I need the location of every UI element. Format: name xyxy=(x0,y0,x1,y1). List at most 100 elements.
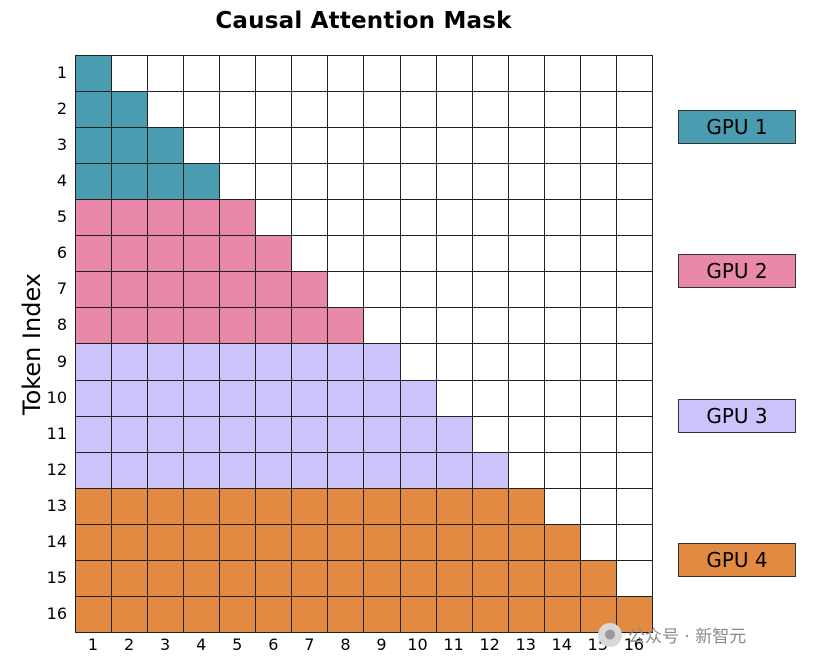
gpu-3-box: GPU 3 xyxy=(678,398,796,433)
mask-cell xyxy=(327,91,365,129)
mask-cell xyxy=(291,415,329,453)
mask-cell xyxy=(291,235,329,273)
mask-cell xyxy=(363,127,401,165)
mask-cell xyxy=(435,379,473,417)
mask-cell xyxy=(543,451,581,489)
mask-cell xyxy=(219,451,257,489)
column-label: 10 xyxy=(407,635,428,654)
mask-cell xyxy=(363,91,401,129)
mask-cell xyxy=(399,415,437,453)
mask-cell xyxy=(327,163,365,201)
mask-cell xyxy=(615,127,653,165)
mask-cell xyxy=(255,271,293,309)
mask-cell xyxy=(147,523,185,561)
mask-cell xyxy=(183,127,221,165)
watermark: ● 公众号 · 新智元 xyxy=(598,622,746,647)
mask-cell xyxy=(363,199,401,237)
mask-cell xyxy=(327,595,365,633)
mask-cell xyxy=(255,487,293,525)
row-label: 11 xyxy=(46,423,67,443)
mask-cell xyxy=(219,487,257,525)
row-label: 10 xyxy=(46,387,67,407)
mask-cell xyxy=(471,55,509,93)
mask-cell xyxy=(255,595,293,633)
mask-cell xyxy=(543,307,581,345)
mask-cell xyxy=(579,559,617,597)
mask-cell xyxy=(471,235,509,273)
mask-cell xyxy=(183,487,221,525)
mask-cell xyxy=(435,343,473,381)
mask-cell xyxy=(543,487,581,525)
mask-cell xyxy=(75,451,113,489)
mask-cell xyxy=(291,343,329,381)
mask-cell xyxy=(183,343,221,381)
mask-cell xyxy=(507,379,545,417)
mask-cell xyxy=(111,55,149,93)
mask-cell xyxy=(579,523,617,561)
column-label: 7 xyxy=(304,635,315,654)
mask-cell xyxy=(435,55,473,93)
column-label: 4 xyxy=(196,635,207,654)
mask-cell xyxy=(219,91,257,129)
mask-cell xyxy=(363,343,401,381)
mask-cell xyxy=(255,127,293,165)
mask-cell xyxy=(399,307,437,345)
mask-cell xyxy=(615,343,653,381)
mask-cell xyxy=(507,559,545,597)
mask-cell xyxy=(219,415,257,453)
mask-cell xyxy=(507,163,545,201)
mask-cell xyxy=(363,451,401,489)
mask-cell xyxy=(399,487,437,525)
mask-cell xyxy=(471,307,509,345)
mask-cell xyxy=(111,199,149,237)
mask-cell xyxy=(327,127,365,165)
mask-cell xyxy=(543,199,581,237)
mask-cell xyxy=(219,55,257,93)
mask-cell xyxy=(75,379,113,417)
mask-cell xyxy=(183,163,221,201)
row-label: 4 xyxy=(56,171,67,191)
mask-cell xyxy=(579,379,617,417)
column-label: 2 xyxy=(123,635,135,654)
mask-cell xyxy=(507,235,545,273)
mask-cell xyxy=(147,451,185,489)
mask-cell xyxy=(291,595,329,633)
row-label: 2 xyxy=(56,99,67,119)
mask-cell xyxy=(363,271,401,309)
column-label: 11 xyxy=(443,635,464,654)
gpu-2-box: GPU 2 xyxy=(678,254,796,289)
mask-cell xyxy=(183,415,221,453)
mask-cell xyxy=(507,55,545,93)
mask-cell xyxy=(255,91,293,129)
mask-cell xyxy=(399,595,437,633)
mask-cell xyxy=(147,595,185,633)
mask-cell xyxy=(543,343,581,381)
mask-cell xyxy=(219,307,257,345)
mask-cell xyxy=(363,415,401,453)
mask-cell xyxy=(435,271,473,309)
mask-cell xyxy=(615,307,653,345)
mask-cell xyxy=(543,595,581,633)
mask-cell xyxy=(543,91,581,129)
mask-cell xyxy=(399,523,437,561)
mask-cell xyxy=(471,487,509,525)
mask-cell xyxy=(471,163,509,201)
mask-cell xyxy=(507,415,545,453)
mask-cell xyxy=(291,163,329,201)
mask-cell xyxy=(471,343,509,381)
mask-cell xyxy=(363,307,401,345)
mask-cell xyxy=(255,235,293,273)
mask-cell xyxy=(255,163,293,201)
mask-cell xyxy=(579,415,617,453)
mask-cell xyxy=(327,523,365,561)
mask-cell xyxy=(111,271,149,309)
mask-cell xyxy=(579,199,617,237)
mask-cell xyxy=(471,451,509,489)
mask-cell xyxy=(219,523,257,561)
column-label: 6 xyxy=(268,635,279,654)
mask-cell xyxy=(615,55,653,93)
mask-cell xyxy=(147,559,185,597)
mask-cell xyxy=(291,307,329,345)
mask-cell xyxy=(327,415,365,453)
mask-cell xyxy=(255,415,293,453)
